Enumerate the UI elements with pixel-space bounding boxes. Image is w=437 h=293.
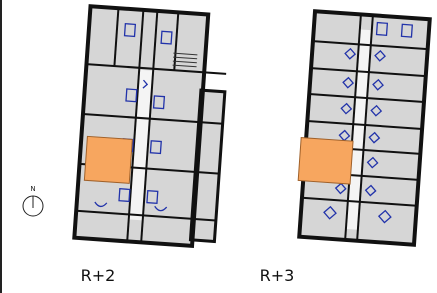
plan-label: R+2 (81, 266, 116, 285)
highlight-unit (298, 138, 353, 185)
plan-r2 (74, 6, 230, 247)
compass-label: N (30, 185, 35, 193)
page: N R+2 R+3 (0, 0, 437, 293)
plan-label: R+3 (260, 266, 295, 285)
highlight-unit (84, 136, 132, 183)
plan-r3 (294, 11, 429, 245)
